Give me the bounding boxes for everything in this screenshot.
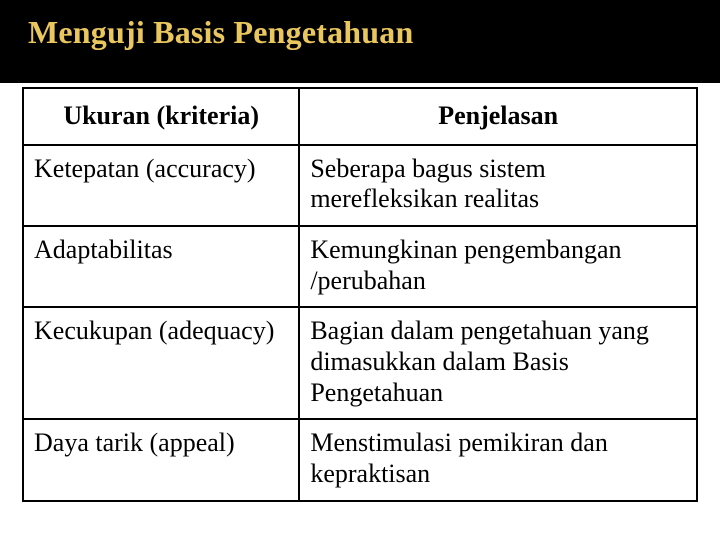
cell-criteria: Daya tarik (appeal) bbox=[23, 419, 299, 500]
cell-criteria: Adaptabilitas bbox=[23, 226, 299, 307]
cell-criteria: Kecukupan (adequacy) bbox=[23, 307, 299, 419]
table-container: Ukuran (kriteria) Penjelasan Ketepatan (… bbox=[0, 87, 720, 502]
table-header-row: Ukuran (kriteria) Penjelasan bbox=[23, 88, 697, 145]
table-row: Adaptabilitas Kemungkinan pengembangan /… bbox=[23, 226, 697, 307]
table-row: Ketepatan (accuracy) Seberapa bagus sist… bbox=[23, 145, 697, 226]
slide: Menguji Basis Pengetahuan Ukuran (kriter… bbox=[0, 0, 720, 540]
cell-explanation: Seberapa bagus sistem merefleksikan real… bbox=[299, 145, 697, 226]
table-row: Kecukupan (adequacy) Bagian dalam penget… bbox=[23, 307, 697, 419]
column-header-criteria: Ukuran (kriteria) bbox=[23, 88, 299, 145]
page-title: Menguji Basis Pengetahuan bbox=[28, 14, 720, 51]
table-row: Daya tarik (appeal) Menstimulasi pemikir… bbox=[23, 419, 697, 500]
cell-criteria: Ketepatan (accuracy) bbox=[23, 145, 299, 226]
cell-explanation: Menstimulasi pemikiran dan kepraktisan bbox=[299, 419, 697, 500]
cell-explanation: Kemungkinan pengembangan /perubahan bbox=[299, 226, 697, 307]
criteria-table: Ukuran (kriteria) Penjelasan Ketepatan (… bbox=[22, 87, 698, 502]
column-header-explanation: Penjelasan bbox=[299, 88, 697, 145]
cell-explanation: Bagian dalam pengetahuan yang dimasukkan… bbox=[299, 307, 697, 419]
header-band: Menguji Basis Pengetahuan bbox=[0, 0, 720, 83]
